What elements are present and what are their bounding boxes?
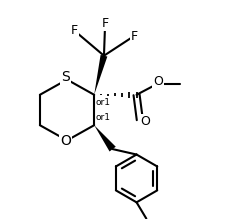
Polygon shape <box>94 55 107 95</box>
Text: or1: or1 <box>95 113 110 122</box>
Polygon shape <box>94 125 116 152</box>
Text: O: O <box>60 134 71 148</box>
Text: F: F <box>71 24 78 37</box>
Text: O: O <box>140 116 150 128</box>
Text: O: O <box>153 75 163 88</box>
Text: F: F <box>131 30 138 43</box>
Text: S: S <box>61 70 70 84</box>
Text: or1: or1 <box>95 98 110 107</box>
Text: F: F <box>102 17 109 30</box>
